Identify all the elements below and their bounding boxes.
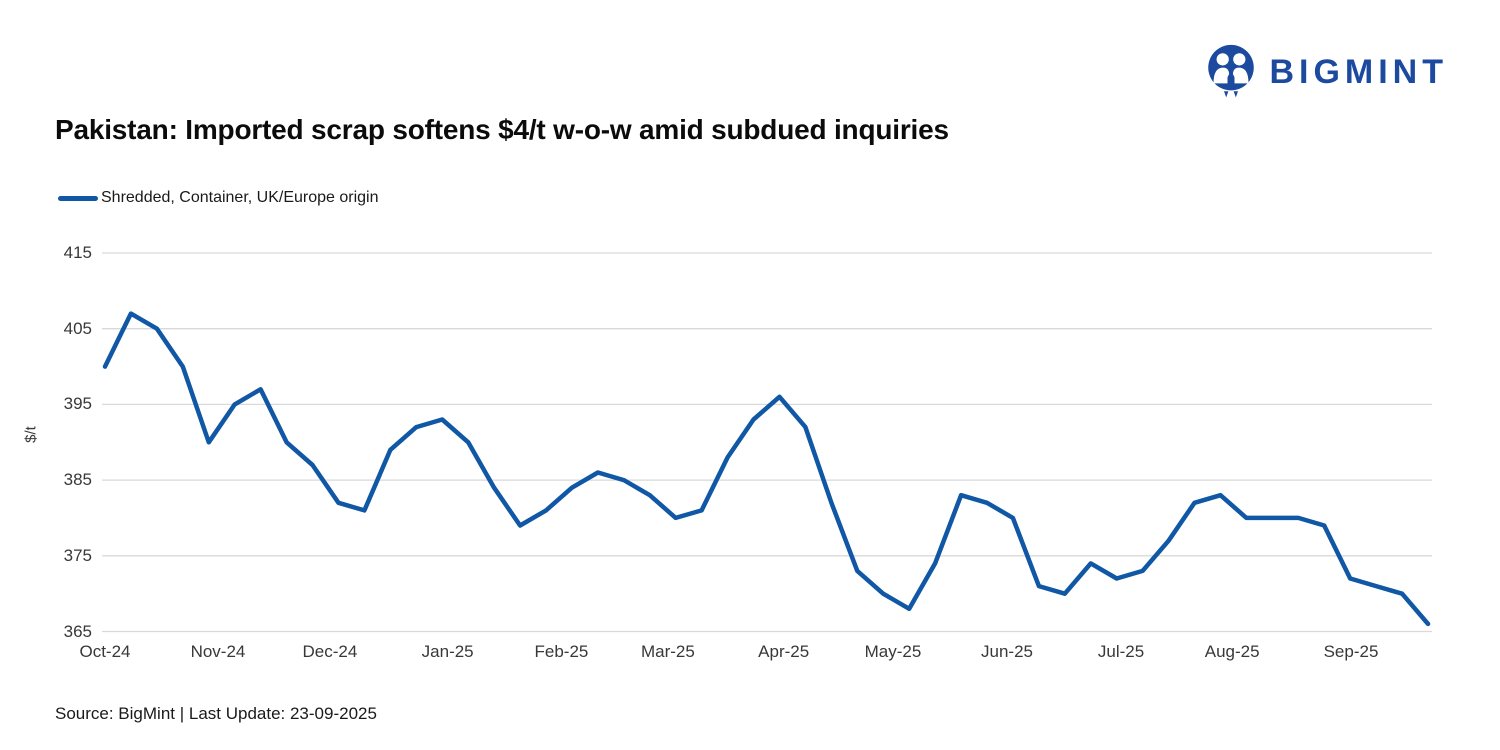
- chart-plot-area: [102, 252, 1432, 633]
- y-tick-label: 365: [63, 621, 92, 641]
- y-tick-label: 415: [63, 243, 92, 262]
- legend-series-label: Shredded, Container, UK/Europe origin: [101, 189, 379, 206]
- x-tick-label: Sep-25: [1323, 642, 1379, 661]
- y-tick-label: 375: [63, 545, 92, 565]
- page-title: Pakistan: Imported scrap softens $4/t w-…: [55, 114, 949, 145]
- y-tick-label: 385: [63, 470, 92, 490]
- x-tick-label: Jul-25: [1097, 642, 1145, 661]
- x-tick-label: Apr-25: [758, 642, 810, 661]
- x-tick-label: Mar-25: [640, 642, 695, 661]
- chart-legend: Shredded, Container, UK/Europe origin: [58, 189, 379, 207]
- bigmint-logo-icon: [1208, 44, 1255, 98]
- y-tick-label: 405: [63, 318, 92, 338]
- price-line-series: [102, 311, 1431, 627]
- x-tick-label: Jun-25: [981, 642, 1033, 661]
- bigmint-logo-text: BIGMINT: [1269, 52, 1448, 91]
- x-tick-label: Oct-24: [79, 642, 131, 661]
- x-tick-label: Dec-24: [302, 642, 358, 661]
- x-tick-label: Nov-24: [190, 642, 246, 661]
- y-axis-title: $/t: [22, 426, 40, 443]
- bigmint-logo: BIGMINT: [1203, 44, 1448, 100]
- x-tick-label: May-25: [864, 642, 922, 661]
- x-tick-label: Feb-25: [534, 642, 589, 661]
- source-note: Source: BigMint | Last Update: 23-09-202…: [55, 704, 377, 723]
- legend-line-swatch: [58, 195, 98, 201]
- x-tick-label: Aug-25: [1204, 642, 1260, 661]
- y-tick-label: 395: [63, 394, 92, 414]
- x-tick-label: Jan-25: [421, 642, 474, 661]
